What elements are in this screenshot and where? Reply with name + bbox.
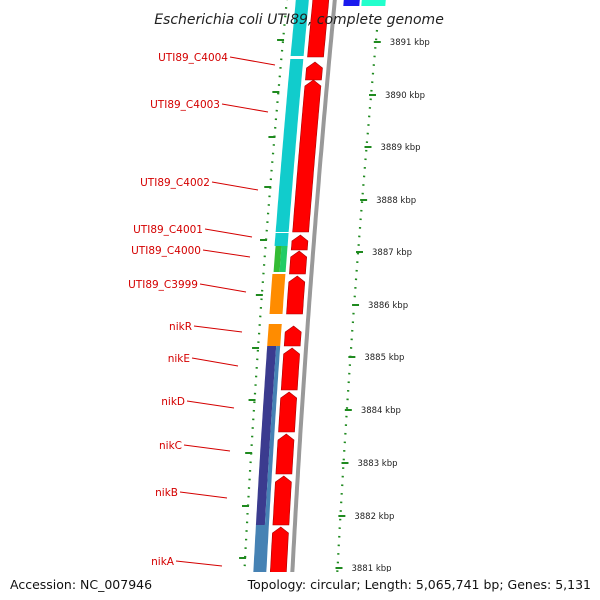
gene-leader-line (191, 357, 239, 367)
cds-arrow (283, 325, 302, 347)
cyan-block (275, 59, 304, 232)
tick-label: 3881 kbp (351, 564, 391, 574)
tick-label: 3886 kbp (368, 301, 408, 311)
cds-arrow (292, 79, 322, 233)
gene-leader-line (186, 400, 235, 409)
kbp-ticks: 3891 kbp 3890 kbp 3889 kbp 3888 kbp 3887 kbp… (239, 38, 430, 574)
cds-arrow (305, 61, 323, 81)
tick-label: 3890 kbp (385, 91, 425, 101)
gene-label: UTI89_C4000 (131, 245, 201, 257)
gene-label: nikA (151, 556, 175, 568)
gene-label: UTI89_C4003 (150, 99, 220, 111)
cds-arrow (280, 347, 300, 391)
gene-label: nikD (161, 396, 185, 408)
gene-label: UTI89_C3999 (128, 279, 198, 291)
top-blue-feature (343, 0, 360, 6)
gene-label: UTI89_C4002 (140, 177, 210, 189)
green-block (273, 246, 282, 272)
cds-arrow (269, 526, 289, 572)
tick-label: 3889 kbp (380, 143, 420, 153)
gene-blocks (253, 0, 386, 572)
tick-label: 3887 kbp (372, 248, 412, 258)
gene-leader-line (202, 249, 251, 258)
tick-label: 3883 kbp (357, 459, 397, 469)
genome-summary-text: Topology: circular; Length: 5,065,741 bp… (247, 577, 591, 592)
top-teal-feature (361, 0, 386, 6)
accession-text: Accession: NC_007946 (10, 577, 153, 592)
gene-leader-line (211, 181, 259, 191)
cyan-block (290, 0, 309, 56)
genome-backbone (290, 0, 337, 572)
gene-leader-line (179, 491, 228, 499)
gene-leader-line (193, 325, 243, 333)
tick-label: 3891 kbp (390, 38, 430, 48)
map-title: Escherichia coli UTI89, complete genome (154, 12, 444, 28)
gene-label: nikB (155, 487, 178, 499)
tick-label: 3888 kbp (376, 196, 416, 206)
gene-label: nikR (169, 321, 192, 333)
tick-label: 3885 kbp (364, 353, 404, 363)
cds-arrow (289, 250, 308, 275)
outer-dotted-ring (336, 29, 379, 572)
cds-arrow (307, 0, 330, 58)
gene-leader-line (183, 444, 231, 452)
gene-leader-line (221, 103, 269, 113)
tick-label: 3882 kbp (354, 512, 394, 522)
cds-arrow (272, 475, 292, 526)
map-content: 3891 kbp 3890 kbp 3889 kbp 3888 kbp 3887 kbp… (128, 0, 430, 574)
gene-label: nikC (159, 440, 182, 452)
cds-arrow (275, 433, 295, 475)
steelblue-block (253, 525, 269, 572)
orange-block (269, 274, 286, 314)
cds-arrow (278, 391, 298, 433)
tick-label: 3884 kbp (361, 406, 401, 416)
gene-label: UTI89_C4004 (158, 52, 228, 64)
gene-leader-line (175, 560, 223, 567)
gene-leader-line (199, 283, 247, 293)
gene-labels: UTI89_C4004 UTI89_C4003 UTI89_C4002 UTI89_C… (128, 52, 276, 568)
cds-arrow (286, 275, 306, 315)
gene-leader-line (204, 228, 253, 238)
gene-label: nikE (168, 353, 190, 365)
gene-label: UTI89_C4001 (133, 224, 203, 236)
navy-block (255, 346, 277, 525)
cds-arrow (290, 234, 309, 251)
green-block (279, 246, 288, 272)
orange-block (267, 324, 282, 346)
cyan-block (274, 233, 289, 246)
navy-block (264, 346, 281, 525)
gene-leader-line (229, 56, 276, 66)
